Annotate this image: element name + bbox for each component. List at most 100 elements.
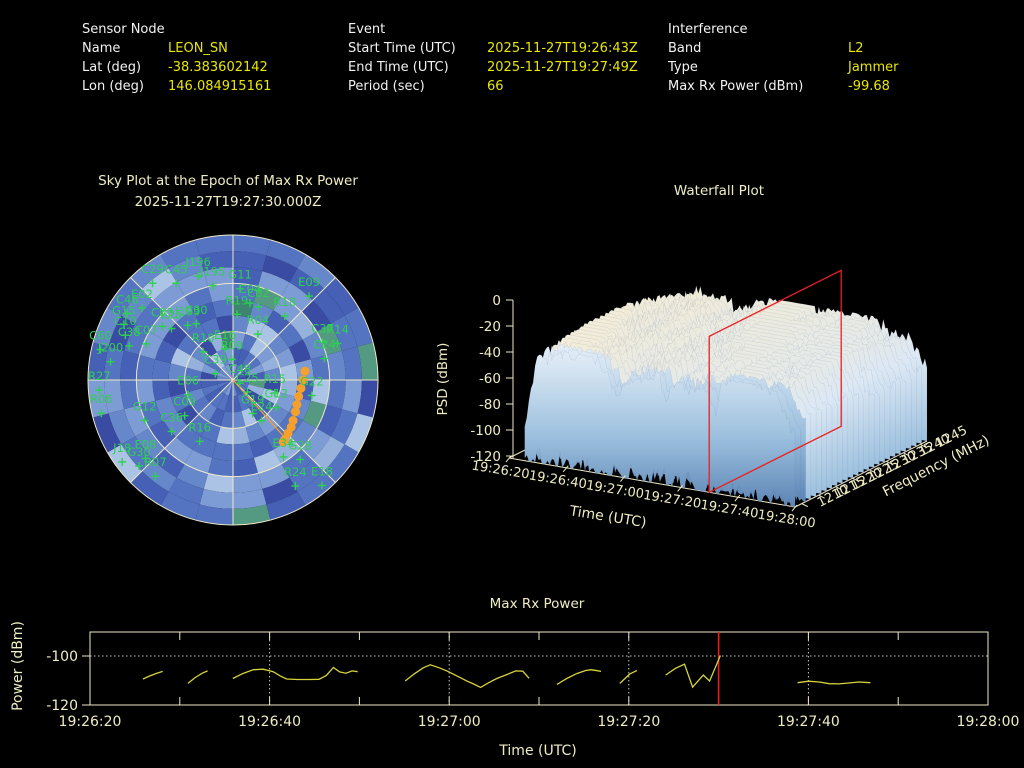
satellite-label: C29 [141, 262, 164, 276]
satellite-label: E16 [214, 328, 236, 342]
sky-cell [136, 380, 156, 405]
sky-cell [241, 391, 256, 408]
sky-cell [200, 317, 221, 339]
sky-cell [267, 404, 289, 426]
epoch-slice-box [708, 269, 842, 494]
sky-cell [152, 380, 171, 401]
sky-cell [191, 396, 211, 415]
satellite-E08: E08 [134, 437, 156, 463]
sky-cell [139, 331, 164, 360]
satellite-label: C39 [204, 353, 227, 367]
sky-cell [248, 371, 266, 380]
satellite-E06: E06 [177, 374, 199, 399]
psd-axis-label: PSD (dBm) [435, 343, 451, 416]
freq-tick [818, 494, 825, 499]
satellite-plus-marker [318, 338, 327, 347]
sky-cell [330, 315, 358, 351]
freq-tick [852, 477, 859, 482]
satellite-C45: C45 [165, 262, 188, 288]
satellite-R10: R10 [192, 331, 215, 356]
satellite-label: R19 [226, 293, 249, 307]
azimuth-spoke [130, 379, 234, 483]
sky-cell [184, 286, 213, 311]
sky-cell [233, 488, 267, 509]
sky-cell [198, 402, 217, 422]
sky-cell [107, 277, 142, 316]
time-tick [734, 494, 741, 502]
sky-cell [191, 345, 211, 364]
sky-cell [233, 315, 250, 334]
sky-cell [344, 413, 374, 453]
sky-cell [267, 334, 289, 356]
satellite-plus-marker [194, 271, 203, 280]
satellite-plus-marker [272, 403, 281, 412]
satellite-label: C25 [236, 371, 259, 385]
sky-cell [262, 255, 298, 283]
psd-tick-label: -40 [479, 345, 501, 361]
sky-cell [253, 449, 282, 474]
sky-cell [163, 323, 188, 348]
sky-cell [233, 457, 258, 477]
sky-cell [168, 380, 187, 397]
sky-cell [266, 239, 306, 269]
sky-cell [245, 421, 266, 443]
satellite-plus-marker [195, 437, 204, 446]
time-tick-label: 19:28:00 [757, 508, 817, 532]
sky-cell [186, 355, 206, 372]
sky-cell [141, 268, 177, 301]
sky-cell [312, 288, 345, 324]
satellite-label: G30 [127, 445, 151, 459]
sky-cell [302, 400, 327, 429]
satellite-plus-marker [211, 369, 220, 378]
satellite-E02: E02 [131, 287, 153, 313]
sky-cell [87, 380, 109, 418]
sky-cell [208, 407, 225, 427]
sky-cell [208, 457, 233, 477]
freq-tick [886, 460, 893, 465]
sky-cell [241, 407, 258, 427]
power-grid [90, 632, 988, 705]
sky-cell [216, 348, 229, 366]
sky-cell [233, 504, 271, 526]
sky-cell [198, 338, 217, 358]
psd-tick-label: -100 [470, 423, 501, 439]
sky-cell [205, 388, 222, 403]
satellite-label: C30 [185, 303, 208, 317]
satellite-label: R18 [273, 295, 296, 309]
sky-cell [341, 346, 362, 380]
sky-cell [124, 323, 150, 355]
sky-cell [177, 334, 199, 356]
sky-cell [186, 388, 206, 405]
sky-cell [200, 380, 218, 389]
satellite-plus-marker [119, 320, 128, 329]
satellite-G12: G12 [265, 387, 288, 412]
sky-cell [290, 311, 317, 340]
sky-cell [212, 442, 233, 461]
power-xtick-label: 19:27:20 [597, 714, 660, 730]
time-tick [791, 504, 798, 512]
satellite-plus-marker [280, 312, 289, 321]
satellite-C36: C36 [160, 410, 183, 436]
sky-cell [121, 288, 154, 324]
satellite-plus-marker [180, 411, 189, 420]
satellite-label: G22 [300, 375, 324, 389]
satellite-R07: R07 [144, 455, 167, 481]
satellite-R18: R18 [273, 295, 296, 321]
psd-tick-label: 0 [492, 293, 501, 309]
sky-cell [233, 442, 254, 461]
satellite-C09: C09 [173, 395, 196, 420]
sky-cell [224, 395, 233, 413]
satellite-C04: C04 [239, 282, 261, 308]
satellite-label: J18 [112, 441, 131, 455]
sky-cell [163, 412, 188, 437]
sensor-node-panel-title: Sensor Node [82, 22, 165, 37]
sky-cell [217, 380, 233, 389]
interference-type-value: Jammer [848, 60, 899, 75]
satellite-label: R16 [188, 420, 211, 434]
satellite-label: R27 [88, 369, 111, 383]
jammer-track-point [292, 400, 302, 410]
power-plot-frame [89, 631, 989, 706]
satellite-label: E09 [298, 275, 320, 289]
satellite-label: J199 [174, 304, 200, 318]
sky-cell [357, 342, 379, 380]
